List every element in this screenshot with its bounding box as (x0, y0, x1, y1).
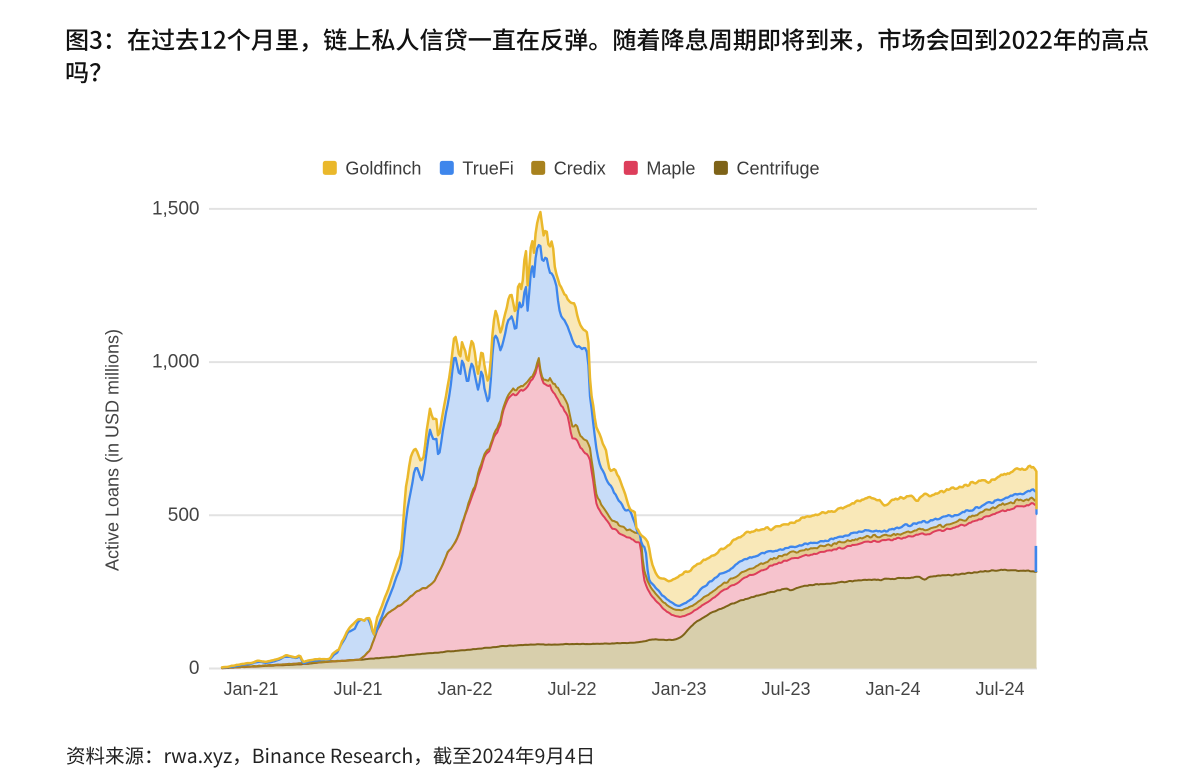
svg-text:0: 0 (189, 658, 200, 679)
svg-text:Jan-22: Jan-22 (437, 679, 492, 699)
svg-text:Jan-21: Jan-21 (223, 679, 278, 699)
svg-text:Jul-22: Jul-22 (547, 679, 596, 699)
svg-text:1,500: 1,500 (152, 198, 200, 219)
svg-text:Jul-24: Jul-24 (975, 679, 1024, 699)
svg-text:Jul-23: Jul-23 (761, 679, 810, 699)
svg-text:Goldfinch: Goldfinch (345, 159, 421, 179)
svg-text:500: 500 (168, 505, 200, 526)
svg-text:1,000: 1,000 (152, 352, 200, 373)
svg-text:Centrifuge: Centrifuge (737, 159, 820, 179)
svg-text:Credix: Credix (554, 159, 606, 179)
svg-text:Jan-24: Jan-24 (865, 679, 920, 699)
svg-text:Jan-23: Jan-23 (651, 679, 706, 699)
svg-text:Jul-21: Jul-21 (333, 679, 382, 699)
svg-text:Maple: Maple (646, 159, 695, 179)
svg-text:TrueFi: TrueFi (462, 159, 513, 179)
svg-text:Active Loans (in USD millions): Active Loans (in USD millions) (103, 329, 123, 571)
